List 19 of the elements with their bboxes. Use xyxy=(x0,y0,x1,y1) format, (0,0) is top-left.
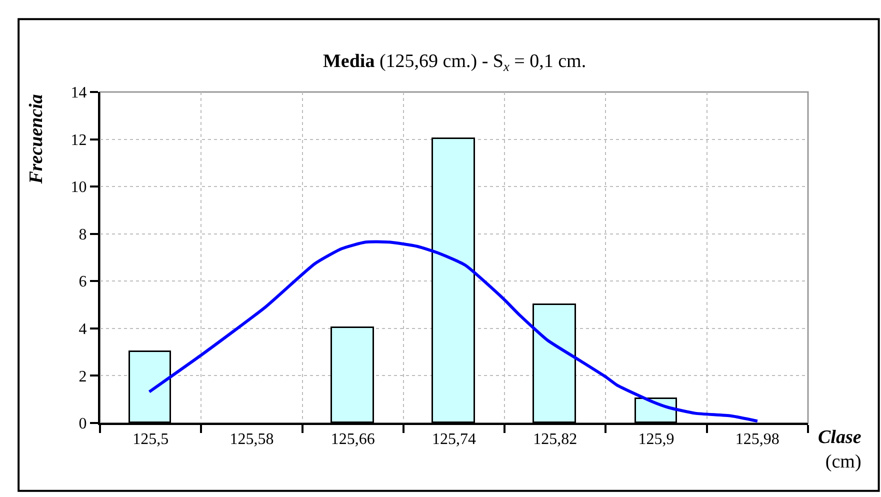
x-tick-label: 125,98 xyxy=(735,431,780,448)
y-tick-label: 4 xyxy=(78,321,87,338)
y-tick-label: 10 xyxy=(70,179,87,196)
x-tick-label: 125,82 xyxy=(533,431,578,448)
y-tick-label: 0 xyxy=(78,416,87,433)
x-tick-label: 125,66 xyxy=(330,431,375,448)
x-tick-label: 125,74 xyxy=(432,431,476,448)
y-tick-label: 2 xyxy=(78,368,87,386)
y-tick-label: 6 xyxy=(78,274,87,291)
y-tick-label: 8 xyxy=(78,226,87,244)
y-tick-label: 14 xyxy=(70,84,87,102)
x-tick-label: 125,58 xyxy=(230,431,274,448)
x-tick-label: 125,5 xyxy=(132,431,169,448)
chart-title: Media (125,69 cm.) - S$_{x}$ = 0,1 cm. xyxy=(323,51,586,74)
y-tick-label: 12 xyxy=(70,132,87,149)
line-series xyxy=(148,240,759,423)
x-tick-label: 125,9 xyxy=(638,431,674,448)
y-axis-title: Frecuencia xyxy=(26,94,47,185)
x-axis-title: Clase (cm) xyxy=(818,427,862,473)
